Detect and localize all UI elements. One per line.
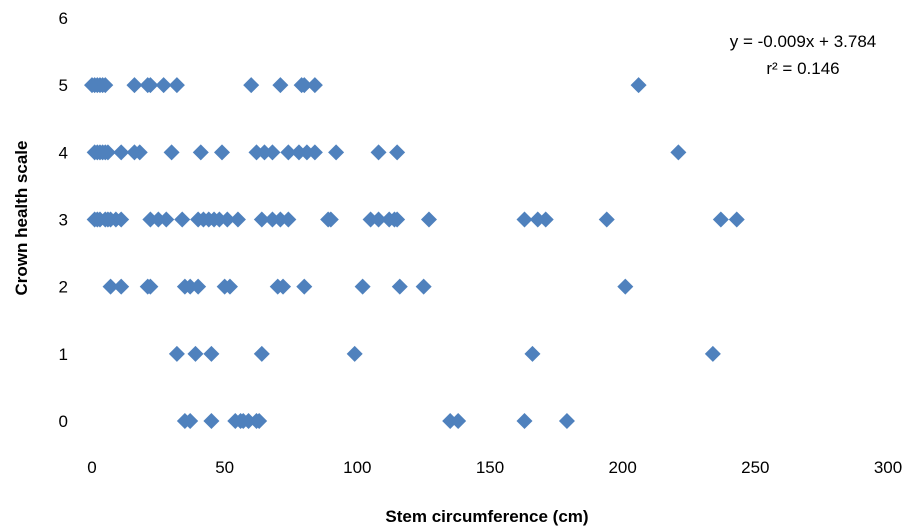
data-point — [296, 77, 313, 94]
y-tick-label: 1 — [59, 345, 68, 364]
data-point — [537, 211, 554, 228]
data-point — [296, 278, 313, 295]
data-point — [280, 144, 297, 161]
data-point — [243, 77, 260, 94]
data-point — [275, 278, 292, 295]
data-point — [203, 413, 220, 429]
data-point — [322, 211, 339, 228]
data-point — [354, 278, 371, 295]
data-point — [99, 144, 116, 161]
data-point — [113, 278, 130, 295]
data-point — [420, 211, 437, 228]
data-point — [670, 144, 687, 161]
data-point — [174, 211, 191, 228]
data-point — [370, 144, 387, 161]
y-axis-title: Crown health scale — [12, 141, 31, 296]
data-point — [328, 144, 345, 161]
y-tick-label: 2 — [59, 278, 68, 297]
r-squared-label: r² = 0.146 — [766, 59, 839, 78]
data-point — [306, 144, 323, 161]
data-point — [221, 278, 238, 295]
data-point — [214, 144, 231, 161]
data-points — [84, 77, 745, 429]
data-point — [391, 278, 408, 295]
y-tick-label: 5 — [59, 76, 68, 95]
x-axis-ticks: 0 50 100 150 200 250 300 — [87, 458, 902, 477]
x-axis-title: Stem circumference (cm) — [385, 507, 588, 526]
data-point — [389, 211, 406, 228]
data-point — [113, 144, 130, 161]
data-point — [306, 77, 323, 94]
x-tick-label: 200 — [608, 458, 636, 477]
data-point — [142, 278, 159, 295]
x-tick-label: 100 — [343, 458, 371, 477]
data-point — [126, 77, 143, 94]
data-point — [450, 413, 467, 429]
x-tick-label: 50 — [215, 458, 234, 477]
data-point — [598, 211, 615, 228]
data-point — [168, 345, 185, 362]
data-point — [253, 211, 270, 228]
data-point — [190, 278, 207, 295]
data-point — [187, 345, 204, 362]
data-point — [131, 144, 148, 161]
y-tick-label: 4 — [59, 143, 68, 162]
data-point — [253, 345, 270, 362]
data-point — [524, 345, 541, 362]
y-tick-label: 6 — [59, 9, 68, 28]
x-tick-label: 300 — [874, 458, 902, 477]
data-point — [163, 144, 180, 161]
x-tick-label: 150 — [476, 458, 504, 477]
data-point — [203, 345, 220, 362]
data-point — [142, 77, 159, 94]
data-point — [630, 77, 647, 94]
x-tick-label: 0 — [87, 458, 96, 477]
data-point — [155, 77, 172, 94]
data-point — [229, 211, 246, 228]
x-tick-label: 250 — [741, 458, 769, 477]
y-tick-label: 0 — [59, 412, 68, 431]
trendline-equation: y = -0.009x + 3.784 — [730, 32, 877, 51]
data-point — [158, 211, 175, 228]
data-point — [219, 211, 236, 228]
data-point — [712, 211, 729, 228]
data-point — [272, 77, 289, 94]
data-point — [558, 413, 575, 429]
y-tick-label: 3 — [59, 211, 68, 230]
data-point — [415, 278, 432, 295]
data-point — [113, 211, 130, 228]
data-point — [192, 144, 209, 161]
data-point — [102, 278, 119, 295]
data-point — [182, 413, 199, 429]
data-point — [704, 345, 721, 362]
data-point — [168, 77, 185, 94]
data-point — [617, 278, 634, 295]
data-point — [516, 211, 533, 228]
data-point — [728, 211, 745, 228]
y-axis-ticks: 0 1 2 3 4 5 6 — [59, 9, 68, 431]
data-point — [389, 144, 406, 161]
data-point — [97, 77, 114, 94]
data-point — [251, 413, 268, 429]
data-point — [370, 211, 387, 228]
data-point — [264, 144, 281, 161]
data-point — [516, 413, 533, 429]
data-point — [346, 345, 363, 362]
data-point — [280, 211, 297, 228]
